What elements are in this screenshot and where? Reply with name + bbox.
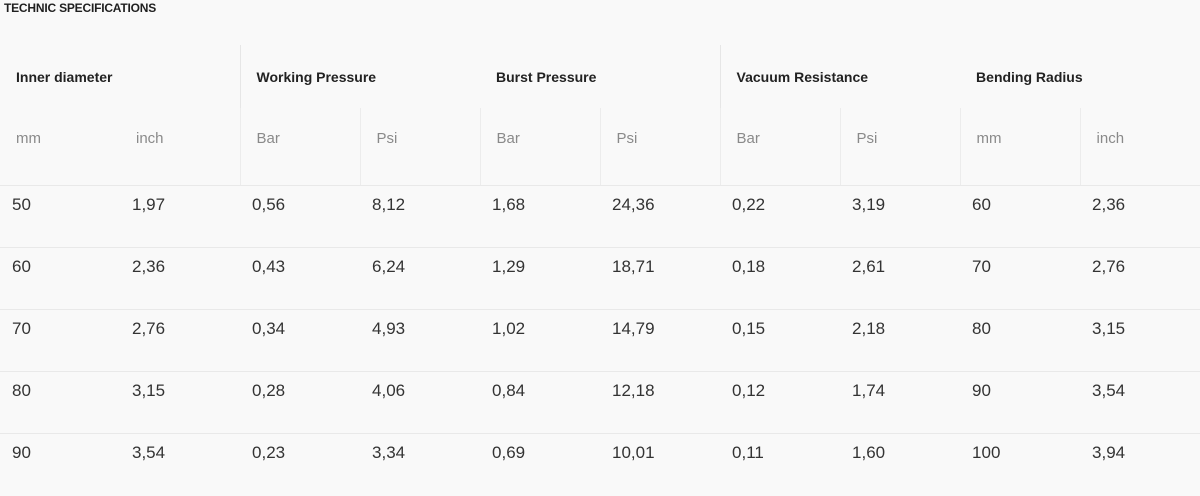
unit-header: Bar bbox=[719, 108, 841, 186]
group-header-row: Inner diameter Working Pressure Burst Pr… bbox=[0, 45, 1200, 108]
group-header-bending-radius: Bending Radius bbox=[976, 68, 1083, 85]
table-cell: 1,68 bbox=[480, 185, 601, 248]
table-cell: 1,60 bbox=[852, 442, 886, 462]
group-header-vacuum-resistance: Vacuum Resistance bbox=[719, 45, 961, 108]
table-cell: 70 bbox=[0, 309, 120, 372]
table-cell: 0,12 bbox=[720, 371, 841, 434]
unit-header: mm bbox=[0, 108, 120, 186]
table-row: 60 2,36 0,43 6,24 1,29 18,71 0,18 2,61 7… bbox=[0, 247, 1200, 310]
table-cell: 1,29 bbox=[480, 247, 601, 310]
table-cell: 14,79 bbox=[600, 309, 721, 372]
table-cell: 1,02 bbox=[480, 309, 601, 372]
specifications-table: Inner diameter Working Pressure Burst Pr… bbox=[0, 45, 1200, 495]
table-cell: 1,97 bbox=[120, 185, 241, 248]
unit-header: Psi bbox=[359, 108, 481, 186]
unit-header: inch bbox=[120, 108, 241, 186]
table-cell: 0,11 bbox=[732, 442, 764, 462]
table-cell: 100 bbox=[972, 442, 1001, 462]
table-cell: 90 bbox=[960, 371, 1081, 434]
table-cell: 3,54 bbox=[132, 442, 166, 462]
unit-header: Psi bbox=[599, 108, 721, 186]
table-cell: 10,01 bbox=[612, 442, 655, 462]
table-cell: 2,36 bbox=[120, 247, 241, 310]
unit-header: mm bbox=[959, 108, 1081, 186]
table-cell: 0,56 bbox=[240, 185, 361, 248]
table-row: 70 2,76 0,34 4,93 1,02 14,79 0,15 2,18 8… bbox=[0, 309, 1200, 372]
table-cell: 0,43 bbox=[240, 247, 361, 310]
table-cell: 18,71 bbox=[600, 247, 721, 310]
table-cell: 2,76 bbox=[1080, 247, 1200, 310]
unit-header: Bar bbox=[239, 108, 361, 186]
table-row: 90 3,54 0,23 3,34 0,69 10,01 0,11 1,60 1… bbox=[0, 433, 1200, 495]
table-cell: 4,93 bbox=[360, 309, 481, 372]
table-cell: 0,69 bbox=[492, 442, 526, 462]
table-cell: 60 bbox=[0, 247, 120, 310]
table-cell: 6,24 bbox=[360, 247, 481, 310]
table-cell: 70 bbox=[960, 247, 1081, 310]
table-cell: 12,18 bbox=[600, 371, 721, 434]
table-cell: 0,18 bbox=[720, 247, 841, 310]
unit-header-row: mm inch Bar Psi Bar Psi Bar Psi mm inch bbox=[0, 108, 1200, 186]
table-cell: 3,19 bbox=[840, 185, 961, 248]
table-cell: 90 bbox=[12, 442, 31, 462]
unit-header: Bar bbox=[479, 108, 601, 186]
table-cell: 0,84 bbox=[480, 371, 601, 434]
table-row: 80 3,15 0,28 4,06 0,84 12,18 0,12 1,74 9… bbox=[0, 371, 1200, 434]
table-cell: 3,15 bbox=[1080, 309, 1200, 372]
table-cell: 60 bbox=[960, 185, 1081, 248]
table-row: 50 1,97 0,56 8,12 1,68 24,36 0,22 3,19 6… bbox=[0, 185, 1200, 248]
table-cell: 3,94 bbox=[1092, 442, 1126, 462]
table-cell: 80 bbox=[0, 371, 120, 434]
table-cell: 0,15 bbox=[720, 309, 841, 372]
table-cell: 0,34 bbox=[240, 309, 361, 372]
group-header-working-pressure: Working Pressure bbox=[239, 45, 481, 108]
table-cell: 2,18 bbox=[840, 309, 961, 372]
unit-header: Psi bbox=[839, 108, 961, 186]
table-cell: 0,28 bbox=[240, 371, 361, 434]
table-cell: 0,23 bbox=[252, 442, 286, 462]
table-cell: 50 bbox=[0, 185, 120, 248]
table-cell: 80 bbox=[960, 309, 1081, 372]
table-cell: 2,76 bbox=[120, 309, 241, 372]
unit-header: inch bbox=[1079, 108, 1200, 186]
table-cell: 3,54 bbox=[1080, 371, 1200, 434]
table-cell: 3,34 bbox=[372, 442, 406, 462]
table-cell: 0,22 bbox=[720, 185, 841, 248]
table-cell: 3,15 bbox=[120, 371, 241, 434]
table-cell: 4,06 bbox=[360, 371, 481, 434]
table-cell: 8,12 bbox=[360, 185, 481, 248]
table-cell: 2,61 bbox=[840, 247, 961, 310]
page-title: TECHNIC SPECIFICATIONS bbox=[4, 1, 157, 15]
group-header-inner-diameter: Inner diameter bbox=[16, 68, 113, 85]
table-cell: 24,36 bbox=[600, 185, 721, 248]
group-header-burst-pressure: Burst Pressure bbox=[496, 68, 597, 85]
table-cell: 2,36 bbox=[1080, 185, 1200, 248]
table-cell: 1,74 bbox=[840, 371, 961, 434]
